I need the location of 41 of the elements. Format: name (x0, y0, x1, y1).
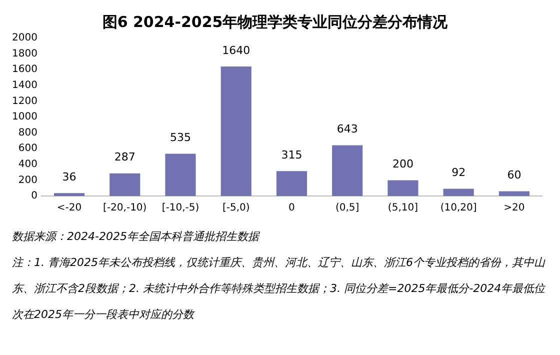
x-tick-label: (10,20] (440, 202, 477, 214)
data-label: 36 (62, 170, 76, 184)
source-note: 数据来源：2024-2025年全国本科普通批招生数据 (12, 229, 261, 245)
x-tick-label: <-20 (56, 202, 82, 214)
y-tick-label: 1000 (12, 112, 38, 123)
bar (388, 180, 418, 196)
y-tick-label: 1400 (12, 80, 38, 91)
y-tick-label: 2000 (12, 32, 38, 44)
x-tick-label: >20 (504, 202, 525, 214)
bar (276, 171, 308, 196)
y-tick-label: 200 (18, 174, 38, 186)
data-label: 92 (452, 166, 466, 180)
data-label: 1640 (222, 44, 250, 57)
data-label: 287 (114, 150, 136, 164)
bar (220, 66, 252, 196)
bar (110, 173, 140, 196)
y-tick-label: 0 (31, 190, 38, 202)
data-label: 200 (392, 158, 414, 171)
bar (498, 191, 530, 196)
y-tick-label: 1800 (12, 48, 38, 60)
bar (54, 193, 85, 196)
data-label: 535 (170, 131, 191, 144)
x-tick-label: [-20,-10) (103, 202, 147, 214)
bar (443, 188, 474, 196)
x-tick-label: [-10,-5) (162, 202, 200, 214)
y-tick-label: 400 (18, 158, 38, 170)
data-label: 643 (336, 122, 358, 136)
y-tick-label: 600 (18, 143, 38, 154)
y-tick-label: 1200 (12, 96, 38, 107)
x-tick-label: 0 (288, 202, 295, 214)
text: 注：1. 青海2025年未公布投档线，仅统计重庆、贵州、河北、辽宁、山东、浙江6个专业投档的省份，其中山东、浙江不含2段数据；2. 未统计中外合作等特殊类型招生数据；3. 同位分差=2025年最低分-2024年最低位次在2025年一分一段表中对应的分数 (12, 255, 546, 323)
bar (165, 154, 196, 196)
x-tick-label: (0,5] (335, 202, 360, 214)
chart-title: 图6 2024-2025年物理学类专业同位分差分布情况 (102, 12, 449, 31)
y-tick-label: 800 (18, 127, 38, 138)
data-label: 315 (281, 148, 302, 162)
y-tick-label: 1600 (12, 64, 38, 76)
x-tick-label: [-5,0) (222, 202, 250, 214)
bar (332, 145, 363, 196)
data-label: 60 (507, 168, 522, 182)
x-tick-label: (5,10] (388, 202, 418, 214)
